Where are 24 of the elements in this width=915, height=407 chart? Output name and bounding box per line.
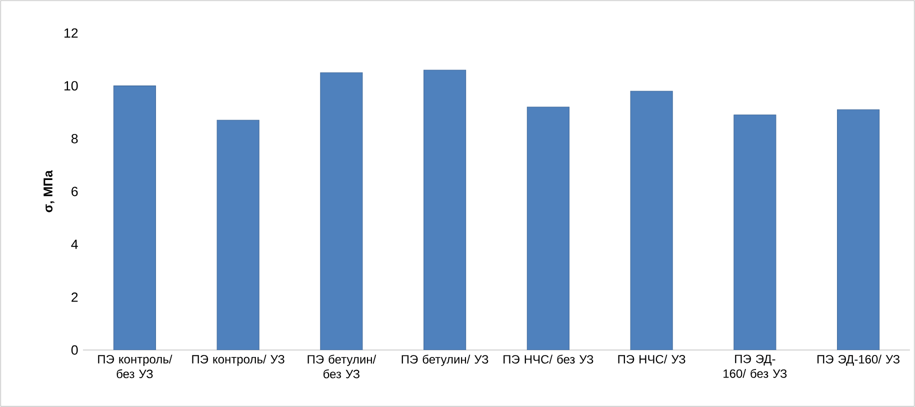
bar bbox=[113, 86, 156, 350]
x-tick-label: ПЭ НЧС/ УЗ bbox=[618, 354, 686, 364]
x-tick-label: ПЭ ЭД-160/ УЗ bbox=[817, 354, 900, 366]
x-tick-label: ПЭ бетулин/ УЗ bbox=[402, 354, 488, 366]
x-tick-label: ПЭ ЭД-160/ без УЗ bbox=[724, 354, 787, 378]
y-tick-label: 2 bbox=[72, 292, 78, 302]
bar bbox=[734, 114, 776, 350]
y-tick-label: 8 bbox=[71, 134, 78, 144]
bar bbox=[630, 90, 673, 350]
y-tick-label: 4 bbox=[71, 240, 78, 249]
y-axis-title: σ, МПа bbox=[44, 170, 54, 212]
bar bbox=[526, 106, 570, 350]
bar bbox=[424, 70, 466, 350]
x-tick-label: ПЭ НЧС/ без УЗ bbox=[504, 354, 594, 364]
bar bbox=[837, 109, 880, 350]
x-tick-label: ПЭ контроль/ без УЗ bbox=[98, 354, 172, 378]
bar bbox=[216, 120, 260, 350]
y-tick-label: 12 bbox=[64, 28, 78, 38]
y-tick-label: 10 bbox=[64, 81, 78, 91]
bar bbox=[320, 72, 363, 350]
x-tick-label: ПЭ бетулин/ без УЗ bbox=[308, 354, 376, 378]
x-tick-label: ПЭ контроль/ УЗ bbox=[192, 354, 284, 366]
y-tick-label: 6 bbox=[72, 186, 78, 196]
y-tick-label: 0 bbox=[71, 345, 78, 355]
